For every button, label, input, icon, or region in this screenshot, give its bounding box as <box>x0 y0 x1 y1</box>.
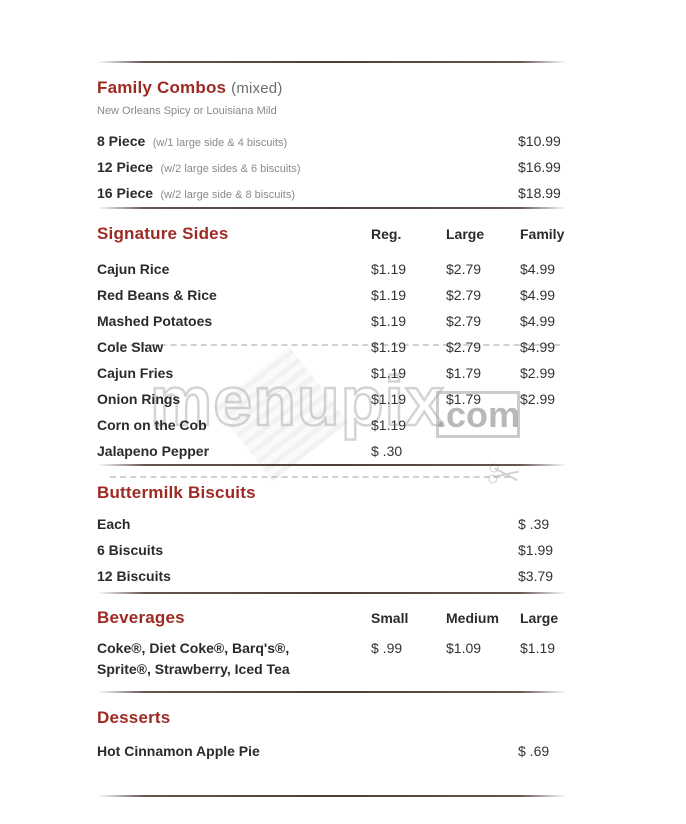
item-price-large: $2.79 <box>446 287 482 303</box>
section-family-combos: Family Combos (mixed) New Orleans Spicy … <box>97 78 567 206</box>
table-header-row: Signature Sides Reg. Large Family <box>97 224 567 244</box>
item-price-reg: $1.19 <box>371 417 407 433</box>
item-name-line1: Coke®, Diet Coke®, Barq's®, <box>97 640 290 656</box>
menu-item-row: 8 Piece (w/1 large side & 4 biscuits) $1… <box>97 128 567 154</box>
item-name: Mashed Potatoes <box>97 313 213 329</box>
item-name: Jalapeno Pepper <box>97 443 210 459</box>
item-desc: (w/2 large sides & 6 biscuits) <box>160 163 301 175</box>
item-price-reg: $1.19 <box>371 339 407 355</box>
item-price-reg: $1.19 <box>371 287 407 303</box>
item-desc: (w/1 large side & 4 biscuits) <box>152 137 288 149</box>
table-row: Red Beans & Rice $1.19 $2.79 $4.99 <box>97 282 567 308</box>
item-price-large: $2.79 <box>446 261 482 277</box>
item-price-reg: $1.19 <box>371 261 407 277</box>
item-price-reg: $1.19 <box>371 365 407 381</box>
section-title-text: Desserts <box>97 708 171 727</box>
item-name: Corn on the Cob <box>97 417 207 433</box>
table-row: Onion Rings $1.19 $1.79 $2.99 <box>97 386 567 412</box>
section-title-suffix: (mixed) <box>231 80 283 97</box>
menu-item-row: Hot Cinnamon Apple Pie $ .69 <box>97 738 567 764</box>
item-price-small: $ .99 <box>371 640 403 656</box>
table-row: Cajun Rice $1.19 $2.79 $4.99 <box>97 256 567 282</box>
table-header-row: Beverages Small Medium Large <box>97 608 567 628</box>
item-price: $ .69 <box>518 743 550 759</box>
section-subtitle: New Orleans Spicy or Louisiana Mild <box>97 105 277 117</box>
table-row: Cole Slaw $1.19 $2.79 $4.99 <box>97 334 567 360</box>
menu-item-row: 12 Biscuits $3.79 <box>97 563 567 589</box>
column-header-reg: Reg. <box>371 226 402 242</box>
item-price-reg: $1.19 <box>371 313 407 329</box>
item-name: Cole Slaw <box>97 339 164 355</box>
cut-line-top <box>110 344 560 346</box>
item-name-line2: Sprite®, Strawberry, Iced Tea <box>97 661 290 677</box>
section-desserts: Desserts Hot Cinnamon Apple Pie $ .69 <box>97 708 567 764</box>
item-price-large: $2.79 <box>446 339 482 355</box>
item-price: $ .39 <box>518 516 550 532</box>
item-name: Cajun Rice <box>97 261 170 277</box>
table-row: Mashed Potatoes $1.19 $2.79 $4.99 <box>97 308 567 334</box>
item-price-family: $4.99 <box>520 313 556 329</box>
section-buttermilk-biscuits: Buttermilk Biscuits Each $ .39 6 Biscuit… <box>97 483 567 589</box>
item-name: Hot Cinnamon Apple Pie <box>97 743 260 759</box>
column-header-medium: Medium <box>446 610 499 626</box>
table-row: Corn on the Cob $1.19 <box>97 412 567 438</box>
menu-item-row: Each $ .39 <box>97 511 567 537</box>
table-row: Jalapeno Pepper $ .30 <box>97 438 567 464</box>
item-price-reg: $1.19 <box>371 391 407 407</box>
section-title: Family Combos (mixed) <box>97 78 567 99</box>
item-price: $16.99 <box>518 159 561 175</box>
item-name: 6 Biscuits <box>97 542 164 558</box>
item-price-medium: $1.09 <box>446 640 482 656</box>
column-header-family: Family <box>520 226 565 242</box>
item-name: 8 Piece <box>97 133 146 149</box>
item-name: Each <box>97 516 131 532</box>
divider <box>97 795 567 797</box>
section-signature-sides: Signature Sides Reg. Large Family Cajun … <box>97 224 567 464</box>
item-name: Coke®, Diet Coke®, Barq's®, Sprite®, Str… <box>97 638 371 680</box>
column-header-large: Large <box>520 610 559 626</box>
column-header-large: Large <box>446 226 485 242</box>
item-name: Cajun Fries <box>97 365 174 381</box>
item-name: 12 Biscuits <box>97 568 171 584</box>
item-price: $1.99 <box>518 542 554 558</box>
table-row: Cajun Fries $1.19 $1.79 $2.99 <box>97 360 567 386</box>
item-price-large: $1.79 <box>446 365 482 381</box>
item-price: $18.99 <box>518 185 561 201</box>
item-price-large: $1.19 <box>520 640 556 656</box>
item-price-family: $4.99 <box>520 261 556 277</box>
section-title-text: Beverages <box>97 608 185 627</box>
menu-item-row: Coke®, Diet Coke®, Barq's®, Sprite®, Str… <box>97 638 567 680</box>
item-price-family: $2.99 <box>520 365 556 381</box>
cut-line-bottom <box>110 476 510 478</box>
item-name: Onion Rings <box>97 391 181 407</box>
item-price-family: $2.99 <box>520 391 556 407</box>
item-price: $3.79 <box>518 568 554 584</box>
item-price-family: $4.99 <box>520 287 556 303</box>
section-title-text: Buttermilk Biscuits <box>97 483 256 502</box>
menu-item-row: 16 Piece (w/2 large side & 8 biscuits) $… <box>97 180 567 206</box>
item-price-family: $4.99 <box>520 339 556 355</box>
divider <box>97 207 567 209</box>
menu-item-row: 12 Piece (w/2 large sides & 6 biscuits) … <box>97 154 567 180</box>
divider <box>97 61 567 63</box>
item-price-large: $1.79 <box>446 391 482 407</box>
section-title-text: Signature Sides <box>97 224 229 243</box>
divider <box>97 592 567 594</box>
menu-item-row: 6 Biscuits $1.99 <box>97 537 567 563</box>
section-beverages: Beverages Small Medium Large Coke®, Diet… <box>97 608 567 680</box>
column-header-small: Small <box>371 610 409 626</box>
item-name: Red Beans & Rice <box>97 287 217 303</box>
divider <box>97 691 567 693</box>
item-desc: (w/2 large side & 8 biscuits) <box>160 189 296 201</box>
item-price-reg: $ .30 <box>371 443 403 459</box>
divider <box>97 464 567 466</box>
section-title-text: Family Combos <box>97 78 227 97</box>
item-name: 16 Piece <box>97 185 154 201</box>
item-price: $10.99 <box>518 133 561 149</box>
item-price-large: $2.79 <box>446 313 482 329</box>
item-name: 12 Piece <box>97 159 154 175</box>
